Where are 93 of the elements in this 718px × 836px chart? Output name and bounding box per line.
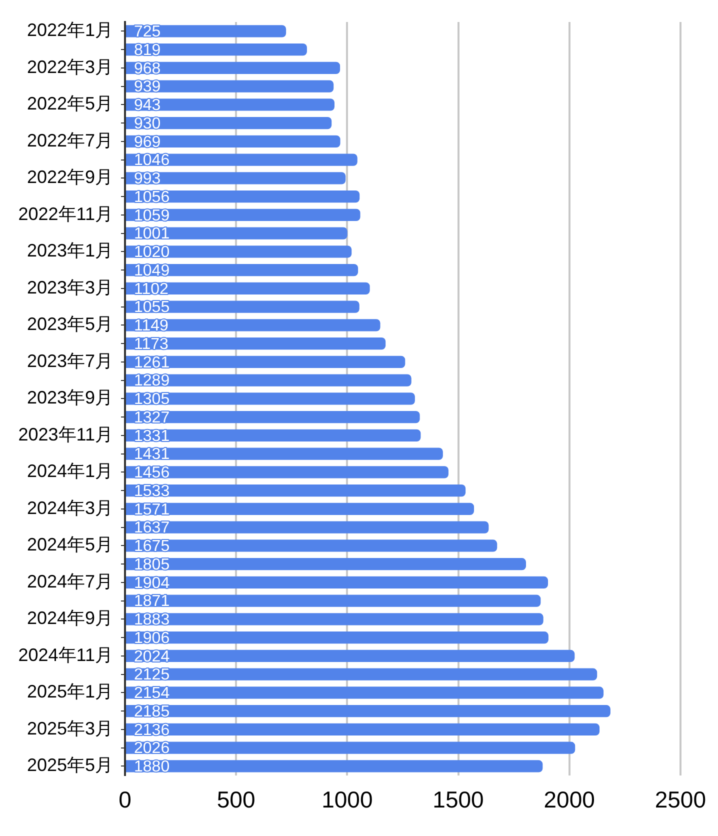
bar <box>126 594 541 607</box>
bar <box>126 668 598 680</box>
y-tick-label: 2024年3月 <box>26 498 113 518</box>
data-label: 2136 <box>134 722 170 739</box>
bar <box>126 429 421 442</box>
bar <box>126 686 604 699</box>
data-label: 1880 <box>134 758 170 776</box>
y-tick-label: 2022年7月 <box>26 130 113 150</box>
bar <box>126 576 548 589</box>
bar <box>126 558 526 570</box>
data-label: 993 <box>134 170 161 188</box>
x-tick-label: 1000 <box>322 786 373 813</box>
y-tick-label: 2025年5月 <box>26 755 113 776</box>
bar <box>126 392 415 405</box>
data-label: 1149 <box>134 318 169 335</box>
bar <box>126 319 380 332</box>
data-label: 1906 <box>134 630 170 647</box>
bar <box>126 411 420 424</box>
y-tick-label: 2024年5月 <box>26 534 113 555</box>
data-label: 1289 <box>134 372 170 390</box>
data-label: 1305 <box>134 391 170 408</box>
data-label: 1059 <box>134 207 170 224</box>
data-label: 1637 <box>134 520 170 537</box>
bar <box>126 705 610 718</box>
data-label: 1020 <box>134 244 170 262</box>
data-label: 1805 <box>134 556 170 574</box>
data-label: 819 <box>134 42 161 59</box>
y-tick-label: 2022年5月 <box>26 94 113 114</box>
data-label: 1102 <box>134 280 169 298</box>
bar <box>126 723 600 736</box>
y-tick-label: 2023年3月 <box>26 277 113 298</box>
data-label: 1571 <box>134 501 170 518</box>
y-tick-label: 2023年7月 <box>26 350 113 371</box>
data-label: 1456 <box>134 464 170 482</box>
bar <box>126 172 346 184</box>
data-label: 1331 <box>134 428 170 445</box>
y-tick-label: 2023年9月 <box>26 388 113 408</box>
data-label: 2125 <box>134 666 170 684</box>
data-label: 1904 <box>134 574 170 592</box>
bar <box>126 521 489 534</box>
bar <box>126 650 575 662</box>
data-label: 1056 <box>134 188 170 206</box>
data-label: 1327 <box>134 409 170 426</box>
data-label: 1046 <box>134 152 170 170</box>
y-tick-label: 2024年11月 <box>18 644 113 665</box>
data-label: 1001 <box>134 226 170 243</box>
y-tick-label: 2024年7月 <box>26 571 113 592</box>
data-label: 1049 <box>134 262 170 280</box>
y-tick-label: 2024年1月 <box>26 461 113 482</box>
data-label: 2024 <box>134 648 170 666</box>
x-tick-label: 2000 <box>544 786 595 813</box>
data-label: 1533 <box>134 482 170 500</box>
y-tick-label: 2024年9月 <box>26 608 113 628</box>
data-label: 1173 <box>134 336 169 353</box>
bar <box>126 613 544 626</box>
data-label: 2026 <box>134 740 170 758</box>
y-tick-label: 2022年11月 <box>18 204 113 224</box>
bar <box>126 466 448 478</box>
data-label: 2154 <box>134 685 170 702</box>
bar <box>126 760 543 772</box>
bar <box>126 742 576 754</box>
bar <box>126 632 548 644</box>
x-tick-label: 500 <box>216 786 256 813</box>
bar <box>126 540 498 552</box>
data-label: 969 <box>134 134 161 151</box>
data-label: 1871 <box>134 593 170 610</box>
x-tick-label: 1500 <box>432 786 484 813</box>
data-label: 1883 <box>134 612 170 629</box>
data-label: 1431 <box>134 446 170 464</box>
y-tick-label: 2023年11月 <box>18 424 113 444</box>
data-label: 939 <box>134 78 161 96</box>
x-tick-label: 2500 <box>654 786 706 813</box>
y-tick-label: 2023年1月 <box>26 240 113 261</box>
y-tick-label: 2025年3月 <box>26 718 113 738</box>
bar <box>126 502 474 516</box>
data-label: 943 <box>134 97 161 114</box>
data-label: 930 <box>134 115 161 132</box>
bar <box>126 246 352 258</box>
y-tick-label: 2025年1月 <box>26 682 113 702</box>
bar <box>126 448 443 460</box>
data-label: 1055 <box>134 299 170 316</box>
y-tick-label: 2022年1月 <box>26 20 113 40</box>
data-label: 968 <box>134 60 161 78</box>
y-tick-label: 2022年9月 <box>26 167 113 188</box>
bar <box>126 98 335 111</box>
data-label: 1675 <box>134 538 170 556</box>
x-tick-label: 0 <box>118 786 132 813</box>
data-label: 2185 <box>134 703 170 720</box>
bar <box>126 484 466 497</box>
y-tick-label: 2023年5月 <box>26 314 113 334</box>
data-label: 725 <box>134 24 161 41</box>
data-label: 1261 <box>134 354 170 372</box>
y-tick-label: 2022年3月 <box>26 56 113 77</box>
